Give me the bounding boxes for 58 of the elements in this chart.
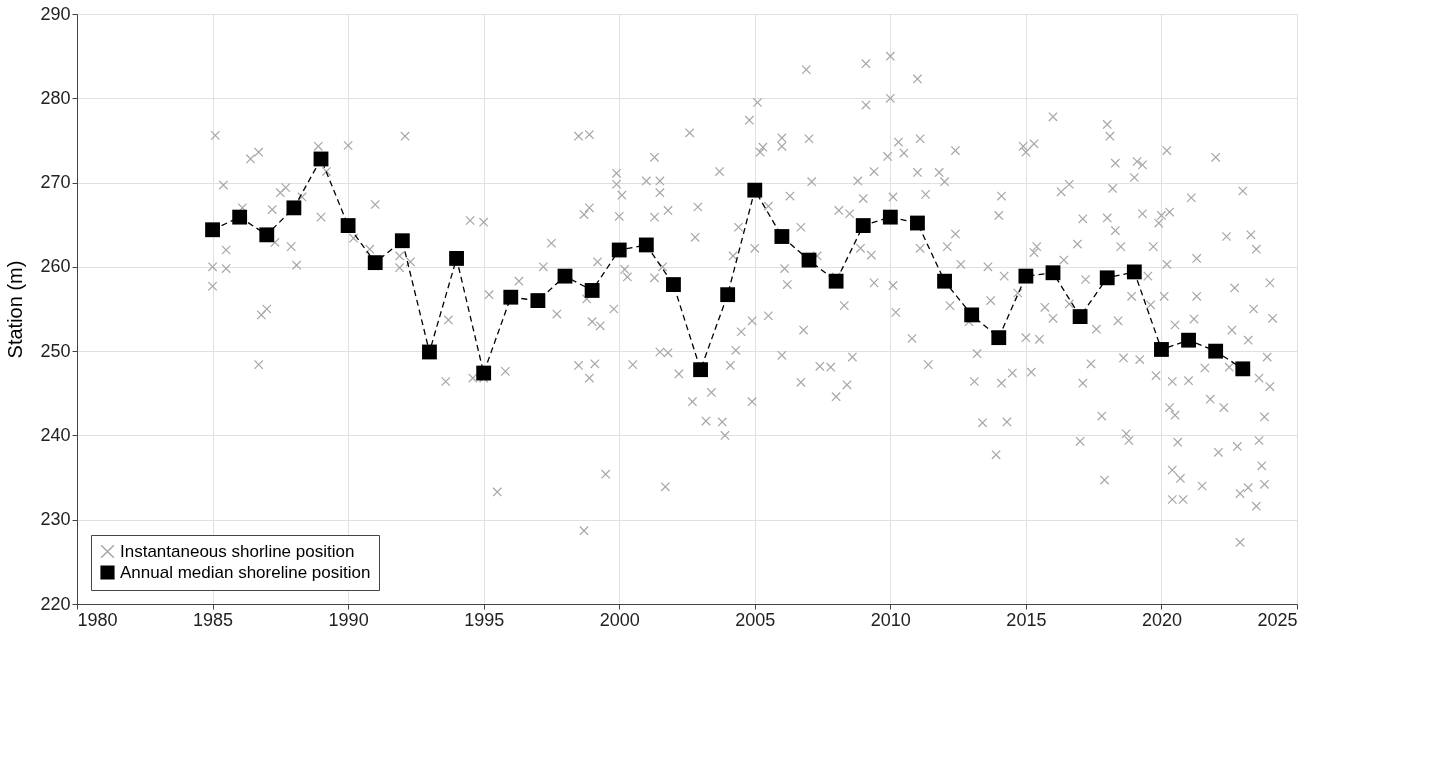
y-tick-label: 290 <box>40 3 71 24</box>
point <box>1018 268 1034 284</box>
point <box>503 289 519 305</box>
point <box>1099 270 1115 286</box>
y-tick-label: 220 <box>40 593 71 614</box>
point <box>1126 264 1142 280</box>
y-tick-label: 240 <box>40 424 71 445</box>
point <box>1154 342 1169 357</box>
point <box>638 237 654 253</box>
point <box>286 200 302 216</box>
x-tick-label: 2005 <box>735 609 776 630</box>
point <box>693 362 708 378</box>
legend-label: Annual median shoreline position <box>120 562 371 582</box>
x-tick-label: 2025 <box>1257 609 1298 630</box>
y-tick-label: 230 <box>40 509 71 530</box>
point <box>747 182 763 198</box>
x-tick-label: 2020 <box>1141 609 1182 630</box>
point <box>937 273 952 289</box>
x-tick-label: 2000 <box>599 609 640 630</box>
point <box>340 218 356 233</box>
point <box>964 307 980 323</box>
y-tick-label: 280 <box>40 87 71 108</box>
point <box>449 251 464 266</box>
point <box>855 218 871 233</box>
point <box>666 277 681 292</box>
point <box>774 229 790 244</box>
x-tick-label: 2010 <box>870 609 911 630</box>
point <box>232 209 248 225</box>
y-tick-label: 260 <box>40 256 71 277</box>
point <box>1045 265 1061 281</box>
point <box>367 255 383 271</box>
x-tick-label: 1980 <box>77 609 118 630</box>
x-tick-label: 1985 <box>193 609 234 630</box>
point <box>394 233 410 249</box>
point <box>1208 343 1224 359</box>
x-tick-label: 2015 <box>1006 609 1047 630</box>
y-tick-label: 250 <box>40 340 71 361</box>
point <box>259 227 275 243</box>
y-tick-label: 270 <box>40 172 71 193</box>
x-tick-label: 1995 <box>464 609 505 630</box>
y-axis-title: Station (m) <box>4 260 27 359</box>
legend-label: Instantaneous shorline position <box>120 541 355 561</box>
point <box>720 287 736 303</box>
point <box>1235 361 1251 377</box>
point <box>1072 309 1088 324</box>
x-tick-label: 1990 <box>328 609 369 630</box>
point <box>422 344 437 360</box>
point <box>910 215 925 231</box>
point <box>611 242 627 258</box>
point <box>584 283 600 298</box>
point <box>205 222 220 238</box>
point <box>991 330 1007 346</box>
point <box>882 209 898 225</box>
point <box>801 252 817 268</box>
point <box>557 268 573 284</box>
point <box>1181 332 1196 348</box>
point <box>828 273 844 289</box>
point <box>530 293 546 308</box>
